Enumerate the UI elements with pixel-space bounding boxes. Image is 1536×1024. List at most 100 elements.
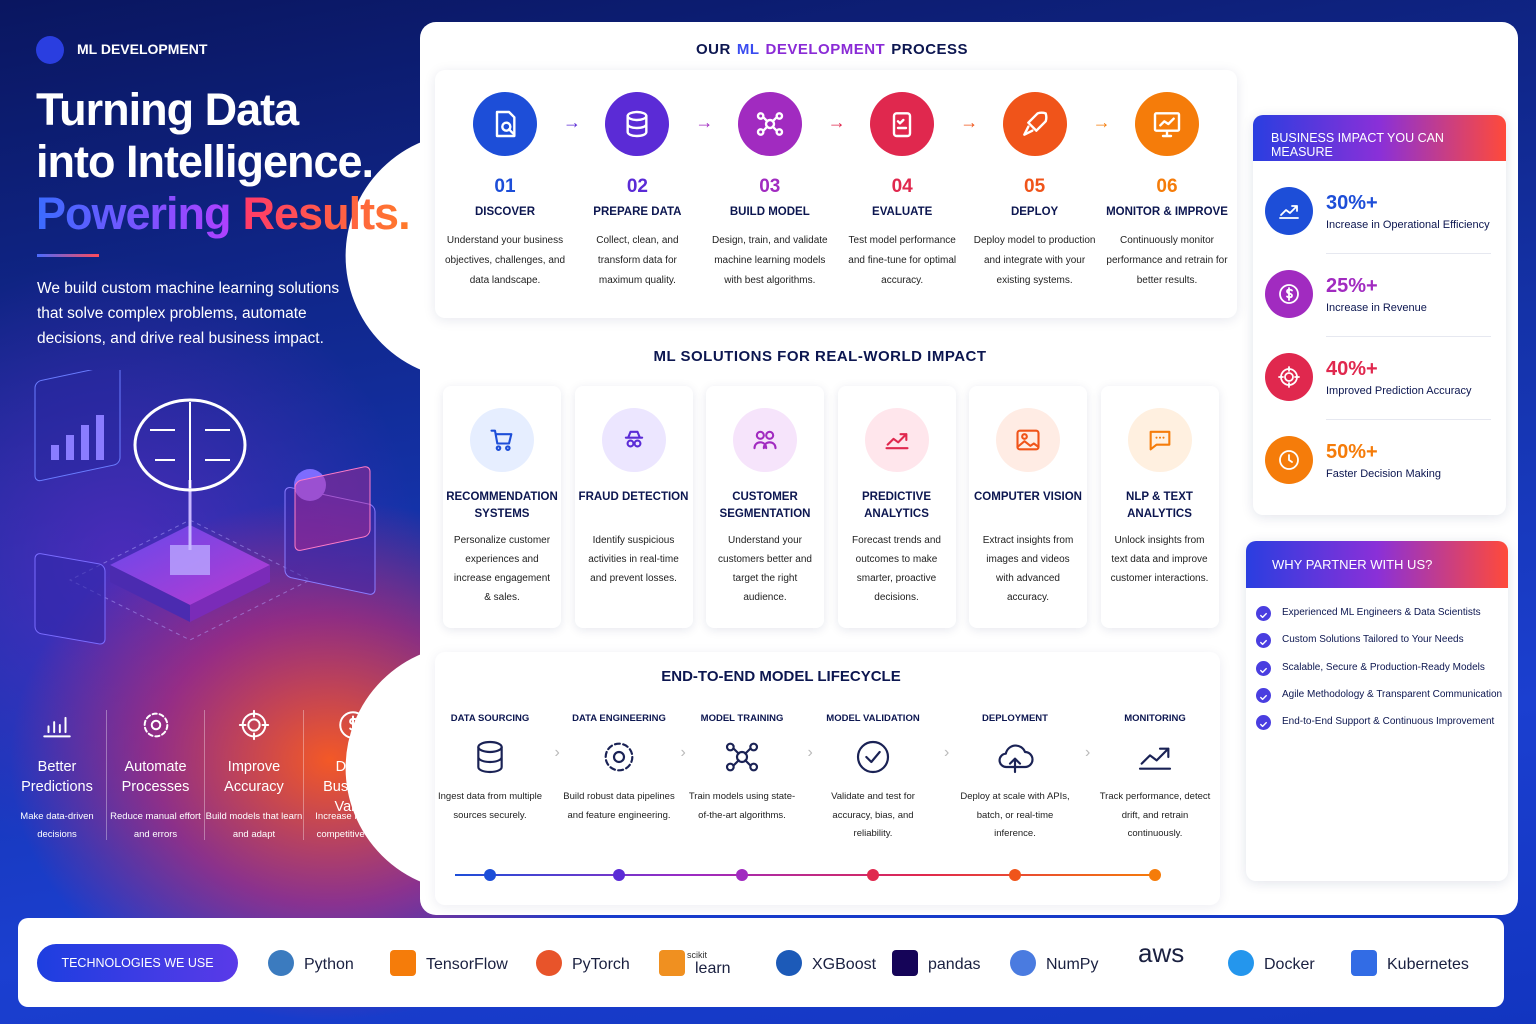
impact-card: BUSINESS IMPACT YOU CAN MEASURE 30%+ Incre… bbox=[1253, 115, 1506, 515]
solution-name: COMPUTER VISION bbox=[974, 491, 1082, 503]
icon-shape bbox=[477, 740, 503, 754]
solution-icon bbox=[1127, 408, 1192, 472]
partner-check bbox=[1256, 687, 1271, 703]
partner-item: Scalable, Secure & Production-Ready Mode… bbox=[1282, 661, 1485, 673]
icon-shape bbox=[865, 750, 881, 764]
tech-logo bbox=[536, 950, 562, 976]
step-number: 04 bbox=[891, 176, 913, 197]
icon-shape bbox=[1021, 433, 1028, 440]
tech-name: XGBoost bbox=[812, 956, 877, 973]
icon-shape bbox=[1260, 612, 1267, 619]
headline: Turning Data bbox=[36, 84, 299, 135]
icon-shape bbox=[633, 439, 641, 448]
partner-item: Agile Methodology & Transparent Communic… bbox=[1282, 688, 1503, 700]
icon-shape bbox=[896, 118, 908, 130]
icon-shape bbox=[338, 711, 367, 739]
icon-shape bbox=[755, 430, 765, 440]
stage-text: Train models using state-of-the-art algo… bbox=[688, 791, 796, 821]
icon-shape bbox=[756, 128, 765, 136]
stage-text: Build robust data pipelines and feature … bbox=[563, 791, 675, 821]
solution-icon bbox=[733, 408, 797, 472]
icon-shape bbox=[1138, 747, 1172, 770]
icon-shape bbox=[1278, 366, 1300, 388]
benefit-title: Improve Accuracy bbox=[224, 759, 284, 795]
icon-shape bbox=[43, 716, 71, 738]
icon-shape bbox=[507, 128, 515, 135]
icon-shape bbox=[756, 112, 783, 136]
icon-shape bbox=[892, 112, 912, 138]
icon-shape bbox=[1260, 667, 1267, 673]
icon-shape bbox=[856, 740, 890, 774]
step-text: Design, train, and validate machine lear… bbox=[711, 235, 828, 286]
icon-shape bbox=[34, 370, 121, 482]
icon-shape bbox=[238, 709, 270, 741]
timeline-dot bbox=[1149, 869, 1161, 881]
headline: into Intelligence. bbox=[36, 136, 374, 187]
solution-name: PREDICTIVE ANALYTICS bbox=[861, 491, 931, 520]
solution-text: Forecast trends and outcomes to make sma… bbox=[852, 535, 941, 603]
icon-shape bbox=[1279, 284, 1299, 304]
step-icon bbox=[737, 92, 802, 156]
solution-card: PREDICTIVE ANALYTICS Forecast trends and … bbox=[837, 386, 956, 628]
impact-value: 25%+ bbox=[1326, 275, 1378, 297]
icon-shape bbox=[1260, 640, 1267, 646]
benefit-icon bbox=[139, 708, 173, 742]
headline-word: Powering bbox=[36, 188, 232, 239]
stage-chevron: › bbox=[554, 744, 560, 761]
benefit-text: Make data-driven decisions bbox=[20, 811, 94, 840]
step-arrow: → bbox=[1092, 112, 1111, 132]
stage-text: Track performance, detect drift, and ret… bbox=[1099, 791, 1211, 839]
solution-card: COMPUTER VISION Extract insights from ima… bbox=[969, 386, 1087, 628]
tech-logo bbox=[659, 950, 685, 976]
impact-divider bbox=[1326, 419, 1491, 420]
tech-name: Python bbox=[304, 956, 354, 973]
icon-shape bbox=[1153, 112, 1181, 138]
stage-name: MODEL TRAINING bbox=[700, 713, 784, 724]
solution-icon bbox=[601, 408, 666, 472]
impact-divider bbox=[1326, 253, 1491, 254]
solution-text: Unlock insights from text data and impro… bbox=[1110, 535, 1209, 584]
benefit-icon bbox=[40, 708, 74, 742]
icon-shape bbox=[1279, 284, 1299, 304]
step-arrow: → bbox=[960, 112, 979, 132]
benefit-title: Better Predictions bbox=[21, 759, 93, 795]
lifecycle-title: END-TO-END MODEL LIFECYCLE bbox=[661, 668, 901, 685]
step-name: DEPLOY bbox=[1010, 206, 1059, 218]
icon-shape bbox=[294, 466, 371, 551]
icon-shape bbox=[190, 565, 270, 622]
stage-icon bbox=[1135, 737, 1175, 777]
icon-shape bbox=[725, 742, 735, 752]
benefit-title: Drive Business Value bbox=[323, 759, 382, 815]
icon-shape bbox=[477, 745, 503, 774]
icon-shape bbox=[753, 430, 777, 450]
stage-text: Ingest data from multiple sources secure… bbox=[437, 791, 543, 821]
solution-icon bbox=[996, 408, 1060, 472]
icon-shape bbox=[1026, 111, 1048, 132]
solution-icon bbox=[470, 408, 534, 472]
icon-shape bbox=[348, 715, 358, 735]
stage-text: Deploy at scale with APIs, batch, or rea… bbox=[960, 791, 1070, 839]
benefit-text: Build models that learn and adapt bbox=[205, 811, 303, 840]
partner-title: WHY PARTNER WITH US? bbox=[1246, 541, 1508, 588]
benefit-divider bbox=[105, 710, 107, 840]
icon-shape bbox=[490, 429, 513, 451]
tech-name: TensorFlow bbox=[426, 956, 508, 973]
impact-icon bbox=[1265, 436, 1313, 484]
tech-logo bbox=[1351, 950, 1377, 976]
headline-accent: Powering Results. bbox=[36, 188, 422, 240]
process-title-word: ML bbox=[736, 41, 760, 58]
stage-name: DATA ENGINEERING bbox=[572, 713, 666, 724]
step-text: Deploy model to production and integrate… bbox=[973, 235, 1096, 286]
icon-shape bbox=[43, 716, 71, 738]
icon-shape bbox=[725, 742, 759, 772]
process-title-word: PROCESS bbox=[891, 41, 969, 58]
icon-shape bbox=[1286, 287, 1293, 301]
icon-shape bbox=[505, 445, 511, 451]
icon-shape bbox=[884, 433, 909, 450]
icon-shape bbox=[1288, 454, 1293, 463]
process-title: OUR ML DEVELOPMENT PROCESS bbox=[696, 41, 974, 58]
step-arrow: → bbox=[563, 112, 581, 132]
stage-icon bbox=[995, 737, 1035, 777]
header-label: ML DEVELOPMENT bbox=[77, 41, 208, 57]
icon-shape bbox=[604, 742, 634, 772]
